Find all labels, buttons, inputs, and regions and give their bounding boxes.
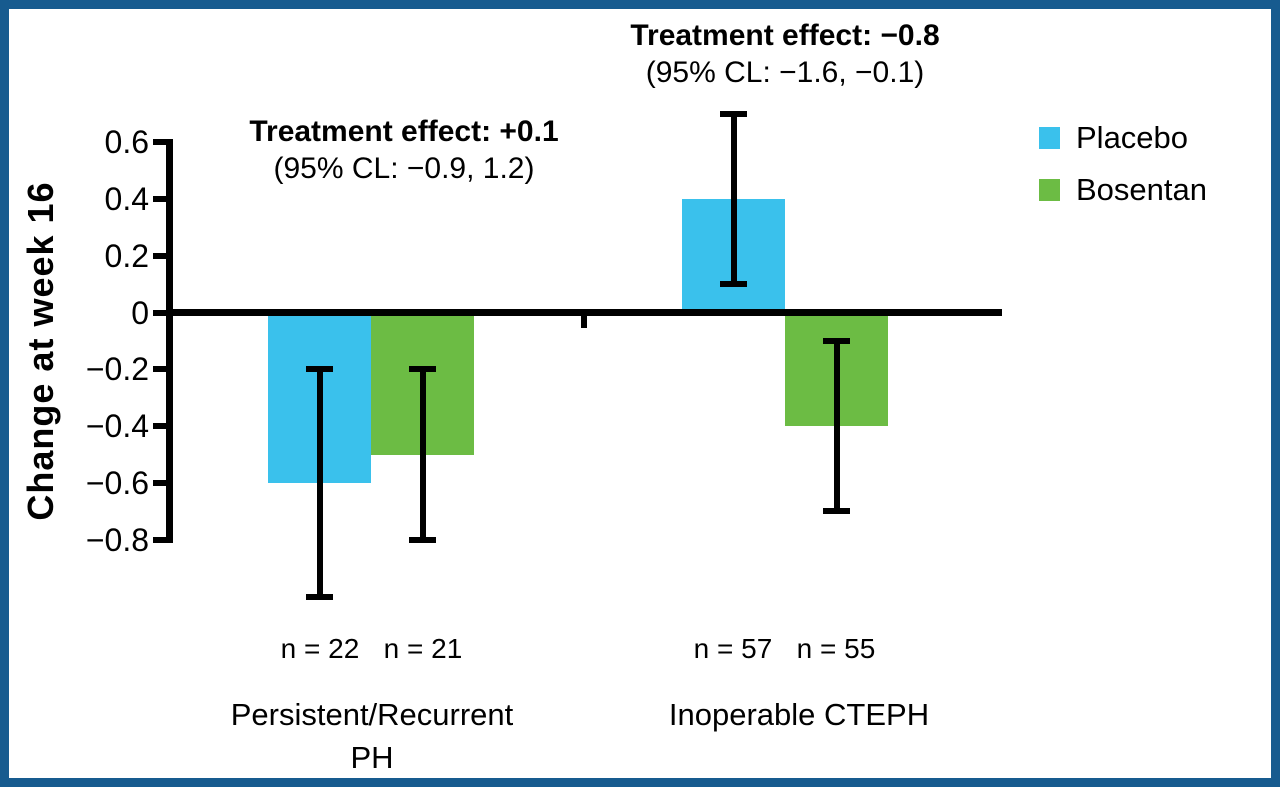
category-label-group1: Persistent/Recurrent PH [142, 693, 602, 778]
category-label-group2: Inoperable CTEPH [569, 693, 1029, 736]
y-tick-label: 0.6 [104, 124, 149, 161]
y-tick [153, 252, 166, 259]
y-tick [153, 366, 166, 373]
legend-item-placebo: Placebo [1039, 121, 1207, 155]
y-tick-label: −0.6 [85, 464, 149, 501]
legend-label-bosentan: Bosentan [1076, 172, 1207, 207]
treatment-effect-annotation-group1: Treatment effect: +0.1 (95% CL: −0.9, 1.… [144, 113, 664, 187]
annotation-effect-line: Treatment effect: −0.8 [630, 19, 940, 52]
y-tick-label: −0.2 [85, 351, 149, 388]
y-tick [153, 195, 166, 202]
error-bar-placebo-group1-cap-bottom [306, 593, 333, 600]
y-tick [153, 309, 166, 316]
error-bar-bosentan-group2-cap-bottom [823, 508, 850, 515]
error-bar-bosentan-group2-cap-top [823, 337, 850, 344]
placebo-color-swatch [1039, 127, 1060, 149]
error-bar-placebo-group1-line [316, 369, 323, 597]
y-axis-spine [166, 139, 173, 543]
y-tick-label: 0.4 [104, 180, 149, 217]
bosentan-color-swatch [1039, 179, 1060, 201]
error-bar-bosentan-group1-cap-top [409, 366, 436, 373]
chart-area: Change at week 16 Treatment effect: +0.1… [9, 9, 1271, 778]
category-label-line: PH [350, 740, 394, 775]
annotation-ci-line: (95% CL: −1.6, −0.1) [645, 56, 925, 89]
y-tick-label: 0.2 [104, 237, 149, 274]
y-tick-label: −0.4 [85, 408, 149, 445]
annotation-effect-line: Treatment effect: +0.1 [249, 115, 559, 148]
y-tick-label: 0 [131, 294, 149, 331]
annotation-ci-line: (95% CL: −0.9, 1.2) [273, 152, 535, 185]
error-bar-placebo-group2-cap-bottom [720, 281, 747, 288]
legend: Placebo Bosentan [1039, 121, 1207, 225]
n-label-group1-bosentan: n = 21 [383, 633, 463, 664]
error-bar-bosentan-group2-line [833, 340, 840, 512]
y-tick [153, 479, 166, 486]
x-axis-tick [581, 316, 587, 328]
error-bar-bosentan-group1-cap-bottom [409, 536, 436, 543]
treatment-effect-annotation-group2: Treatment effect: −0.8 (95% CL: −1.6, −0… [525, 17, 1045, 91]
y-tick [153, 423, 166, 430]
error-bar-placebo-group2-line [730, 113, 737, 285]
error-bar-placebo-group1-cap-top [306, 366, 333, 373]
legend-item-bosentan: Bosentan [1039, 173, 1207, 207]
y-tick [153, 139, 166, 146]
n-label-group1-placebo: n = 22 [280, 633, 360, 664]
x-axis-line [166, 309, 1002, 316]
category-label-line: Inoperable CTEPH [668, 697, 930, 732]
n-label-group2-placebo: n = 57 [693, 633, 773, 664]
category-label-line: Persistent/Recurrent [230, 697, 514, 732]
y-tick [153, 536, 166, 543]
y-tick-label: −0.8 [85, 521, 149, 558]
error-bar-placebo-group2-cap-top [720, 110, 747, 117]
legend-label-placebo: Placebo [1076, 120, 1189, 155]
n-label-group2-bosentan: n = 55 [796, 633, 876, 664]
error-bar-bosentan-group1-line [419, 369, 426, 540]
